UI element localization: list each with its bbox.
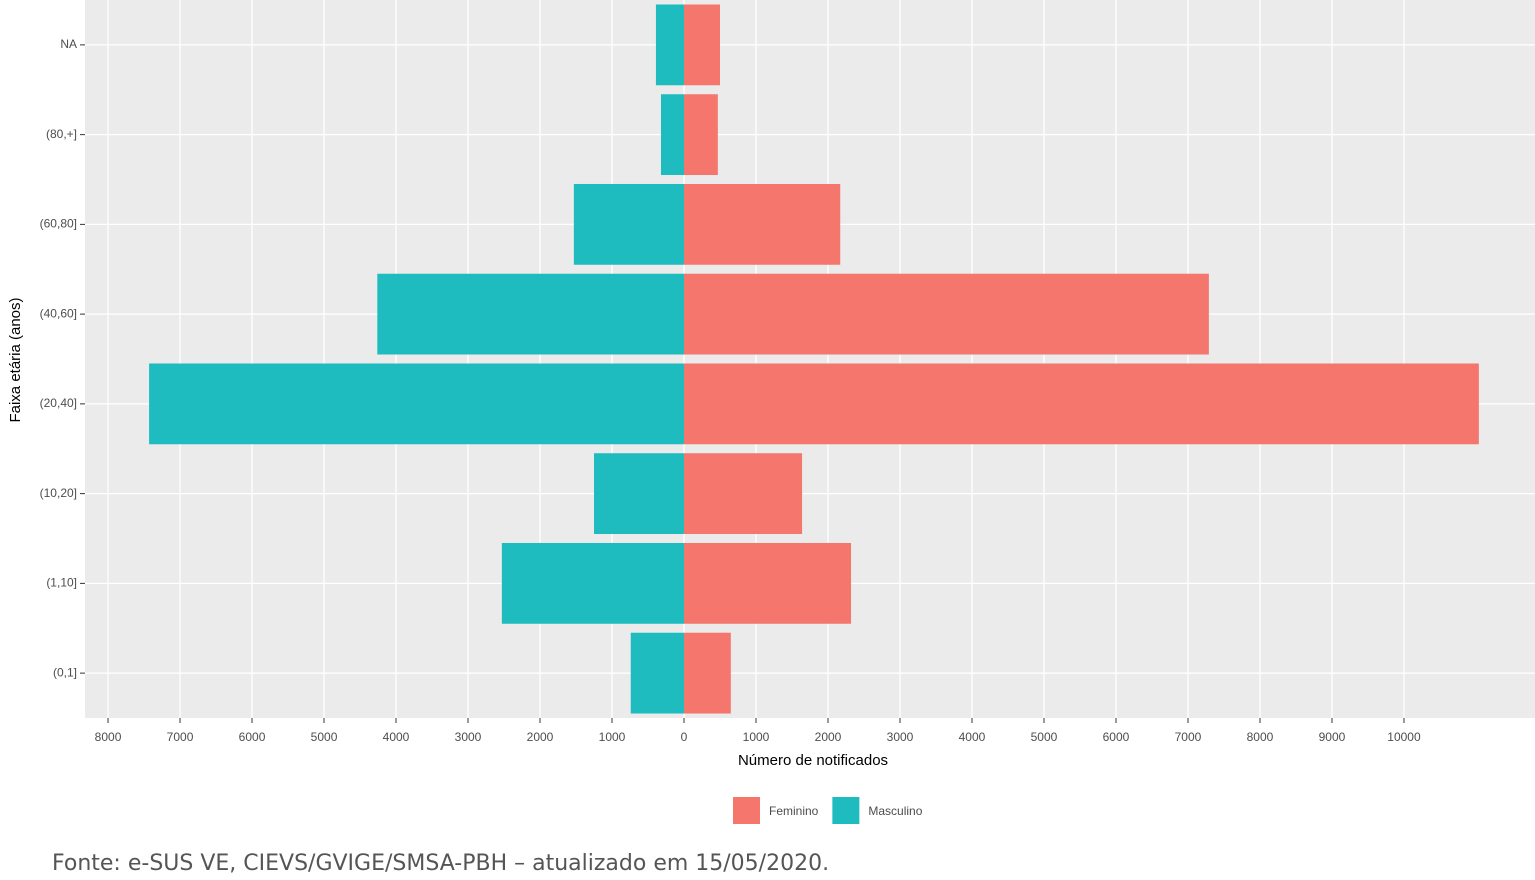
x-tick-label: 2000 bbox=[527, 730, 554, 744]
bar bbox=[684, 453, 803, 535]
x-tick-label: 3000 bbox=[887, 730, 914, 744]
bar bbox=[684, 632, 731, 714]
y-tick-label: (80,+] bbox=[46, 127, 77, 141]
source-note: Fonte: e-SUS VE, CIEVS/GVIGE/SMSA-PBH – … bbox=[52, 851, 829, 876]
x-tick-label: 1000 bbox=[599, 730, 626, 744]
y-tick-label: NA bbox=[60, 37, 77, 51]
x-tick-label: 2000 bbox=[815, 730, 842, 744]
y-tick-label: (60,80] bbox=[40, 217, 77, 231]
bar bbox=[149, 363, 685, 445]
bar bbox=[594, 453, 685, 535]
x-tick-label: 4000 bbox=[383, 730, 410, 744]
bar bbox=[684, 4, 721, 86]
bar bbox=[660, 94, 685, 176]
legend-swatch bbox=[832, 797, 860, 824]
x-tick-label: 1000 bbox=[743, 730, 770, 744]
y-tick-label: (10,20] bbox=[40, 486, 77, 500]
x-tick-label: 8000 bbox=[95, 730, 122, 744]
bar bbox=[684, 273, 1209, 355]
y-axis-title: Faixa etária (anos) bbox=[7, 297, 24, 422]
y-tick-label: (20,40] bbox=[40, 396, 77, 410]
bar bbox=[684, 94, 718, 176]
x-axis-title: Número de notificados bbox=[738, 752, 888, 769]
x-tick-label: 5000 bbox=[1031, 730, 1058, 744]
x-tick-label: 6000 bbox=[1103, 730, 1130, 744]
bar bbox=[377, 273, 685, 355]
x-tick-label: 7000 bbox=[167, 730, 194, 744]
bar bbox=[630, 632, 685, 714]
x-tick-label: 5000 bbox=[311, 730, 338, 744]
bar bbox=[573, 183, 685, 265]
x-tick-label: 8000 bbox=[1247, 730, 1274, 744]
x-tick-label: 9000 bbox=[1319, 730, 1346, 744]
legend-label: Feminino bbox=[769, 804, 819, 818]
x-tick-label: 3000 bbox=[455, 730, 482, 744]
x-tick-label: 4000 bbox=[959, 730, 986, 744]
x-tick-label: 0 bbox=[681, 730, 688, 744]
y-tick-label: (40,60] bbox=[40, 306, 77, 320]
bar bbox=[684, 183, 841, 265]
legend-swatch bbox=[733, 797, 760, 824]
y-tick-label: (1,10] bbox=[46, 576, 77, 590]
x-tick-label: 10000 bbox=[1387, 730, 1421, 744]
bar bbox=[655, 4, 685, 86]
y-tick-label: (0,1] bbox=[53, 665, 77, 679]
bar bbox=[684, 363, 1479, 445]
bar bbox=[684, 542, 852, 624]
legend-label: Masculino bbox=[868, 804, 922, 818]
bar bbox=[501, 542, 685, 624]
x-tick-label: 7000 bbox=[1175, 730, 1202, 744]
x-tick-label: 6000 bbox=[239, 730, 266, 744]
